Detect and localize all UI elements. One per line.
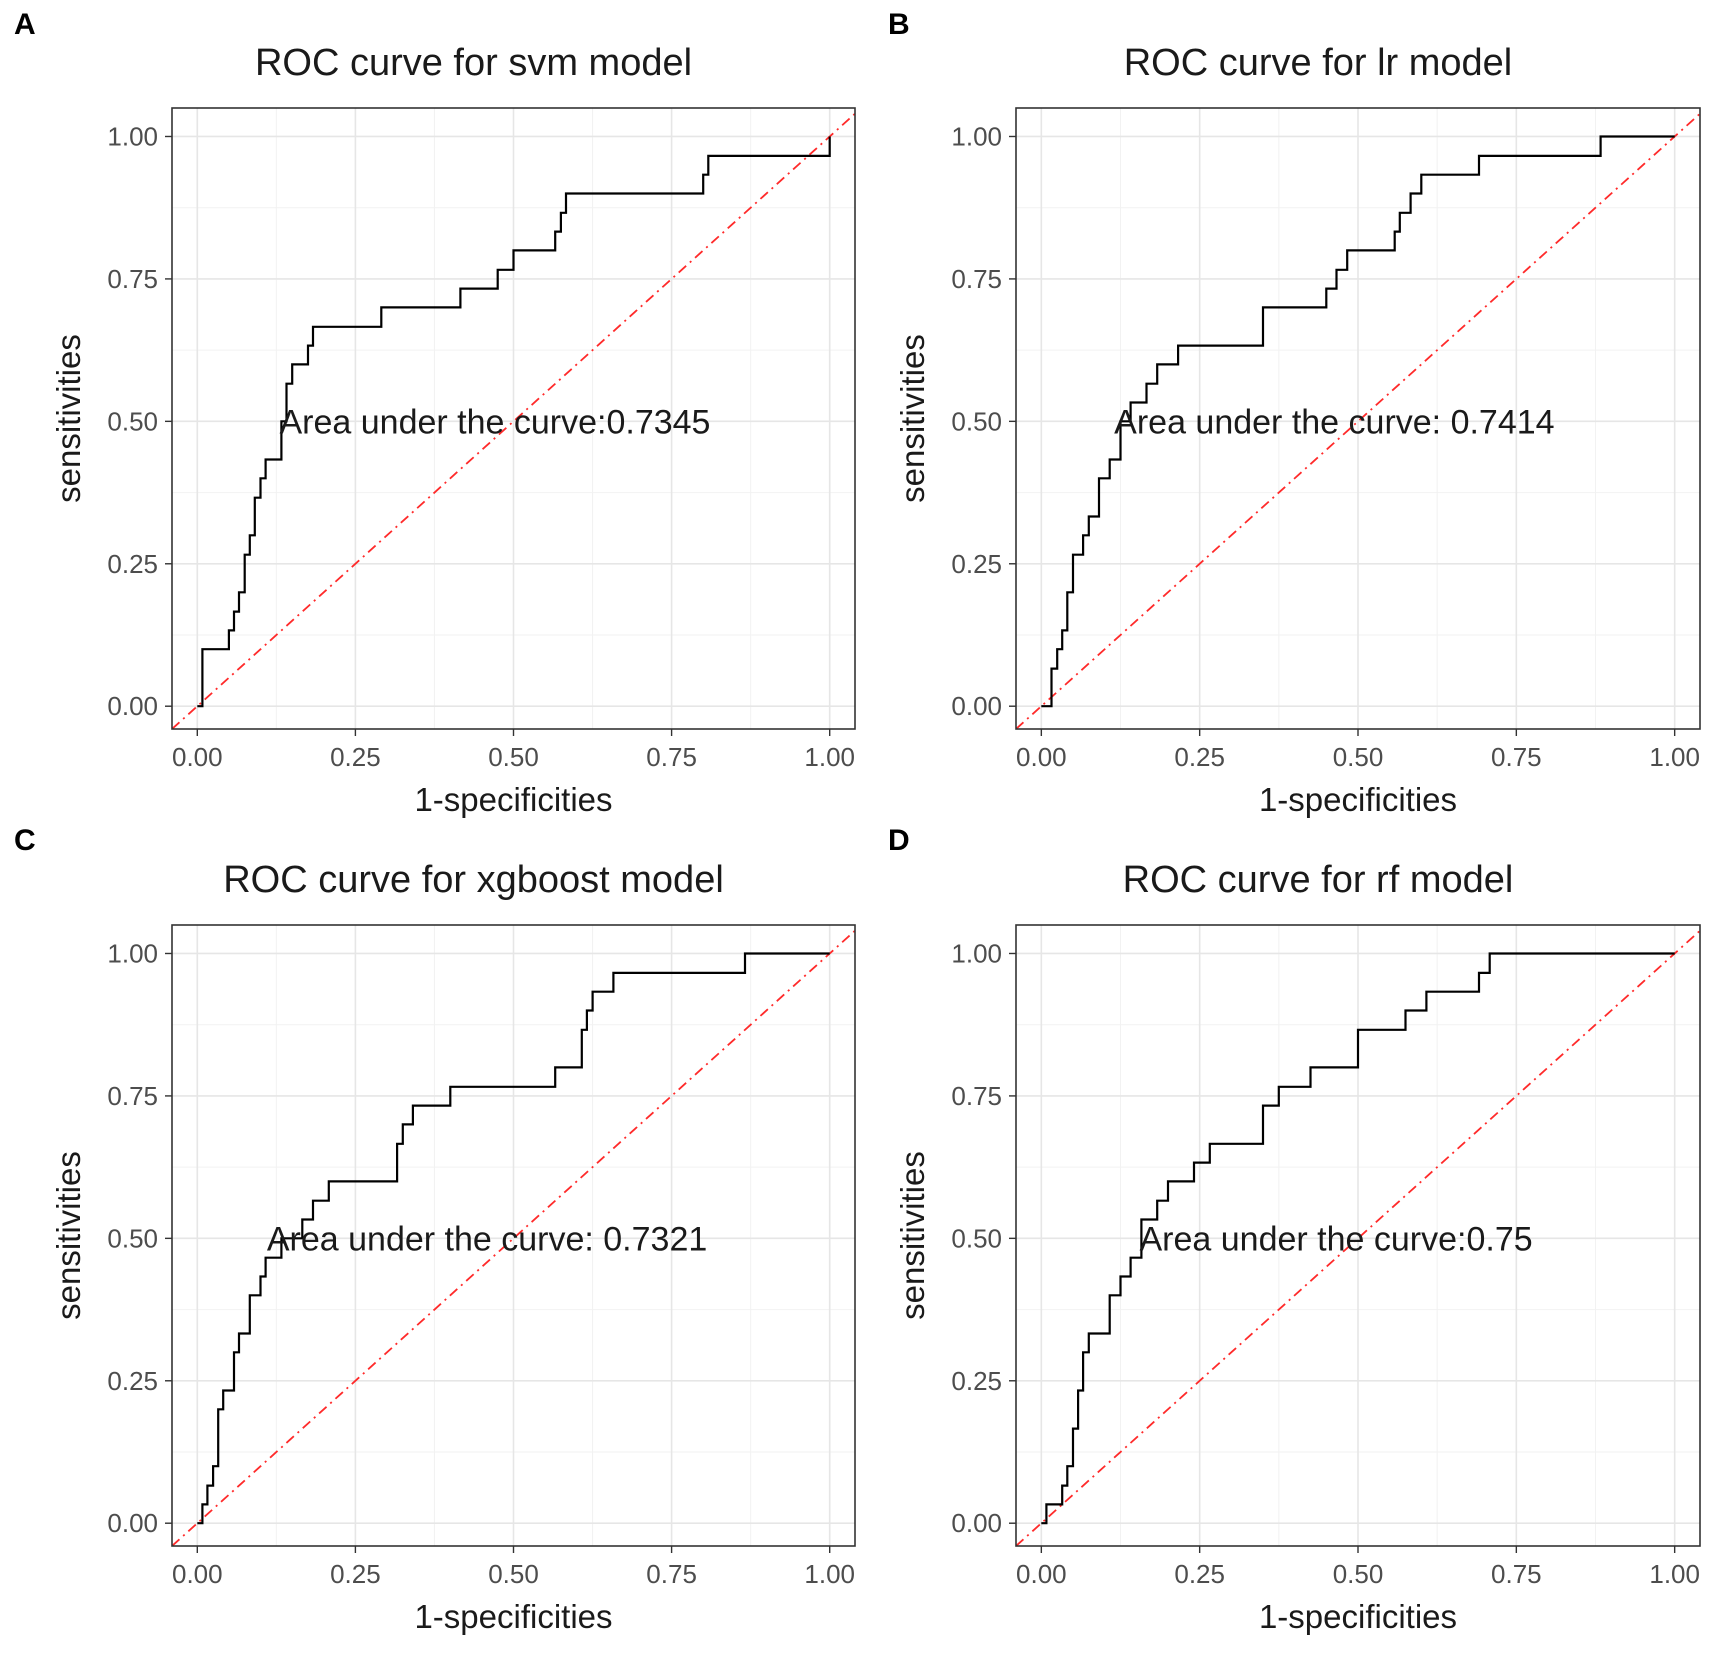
y-axis-title: sensitivities <box>50 1151 87 1320</box>
x-tick-label: 0.50 <box>1333 742 1384 772</box>
roc-panel-d: 0.00 0.25 0.50 0.75 1.00 0.00 0.25 0.50 0.75 1.00… <box>888 824 1701 1635</box>
y-tick-label: 0.25 <box>951 1366 1002 1396</box>
x-tick-label: 0.25 <box>330 1559 381 1589</box>
auc-annotation: Area under the curve: 0.7321 <box>267 1220 707 1258</box>
x-tick-label: 0.75 <box>1491 1559 1542 1589</box>
x-tick-label: 1.00 <box>1649 1559 1700 1589</box>
y-tick-label: 0.50 <box>107 406 158 436</box>
x-axis-title: 1-specificities <box>1259 781 1457 818</box>
y-tick-label: 0.50 <box>951 406 1002 436</box>
roc-panel-a: 0.00 0.25 0.50 0.75 1.00 0.00 0.25 0.50 0.75 1.00… <box>14 8 856 818</box>
chart-title: ROC curve for xgboost model <box>223 859 724 901</box>
x-tick-label: 0.00 <box>172 1559 223 1589</box>
x-tick-label: 0.25 <box>1174 742 1225 772</box>
y-tick-label: 0.50 <box>951 1223 1002 1253</box>
y-tick-label: 0.75 <box>951 1081 1002 1111</box>
x-tick-label: 0.00 <box>1016 1559 1067 1589</box>
y-tick-label: 1.00 <box>951 121 1002 151</box>
y-tick-label: 0.50 <box>107 1223 158 1253</box>
x-tick-label: 0.75 <box>646 1559 697 1589</box>
y-tick-label: 0.00 <box>951 691 1002 721</box>
auc-annotation: Area under the curve:0.75 <box>1140 1220 1533 1258</box>
y-tick-label: 0.75 <box>951 264 1002 294</box>
x-tick-label: 1.00 <box>804 1559 855 1589</box>
y-tick-label: 0.00 <box>107 1508 158 1538</box>
x-tick-label: 1.00 <box>804 742 855 772</box>
roc-panel-b: 0.00 0.25 0.50 0.75 1.00 0.00 0.25 0.50 0.75 1.00… <box>888 8 1701 818</box>
y-axis-title: sensitivities <box>894 1151 931 1320</box>
panel-letter: A <box>14 8 36 41</box>
x-tick-label: 0.00 <box>172 742 223 772</box>
x-tick-label: 0.75 <box>646 742 697 772</box>
y-tick-label: 0.75 <box>107 264 158 294</box>
y-tick-label: 1.00 <box>107 121 158 151</box>
chart-title: ROC curve for lr model <box>1124 42 1513 84</box>
y-tick-label: 0.25 <box>951 549 1002 579</box>
x-tick-label: 0.50 <box>1333 1559 1384 1589</box>
x-tick-label: 0.75 <box>1491 742 1542 772</box>
x-axis-title: 1-specificities <box>414 1598 612 1635</box>
roc-curve-line <box>197 952 830 1525</box>
roc-curve-line <box>1041 952 1675 1525</box>
y-tick-label: 0.25 <box>107 549 158 579</box>
y-tick-label: 0.25 <box>107 1366 158 1396</box>
x-tick-label: 0.50 <box>488 1559 539 1589</box>
x-axis-title: 1-specificities <box>1259 1598 1457 1635</box>
auc-annotation: Area under the curve: 0.7414 <box>1114 403 1554 441</box>
x-tick-label: 1.00 <box>1649 742 1700 772</box>
x-axis-title: 1-specificities <box>414 781 612 818</box>
roc-curve-line <box>197 136 831 708</box>
chart-title: ROC curve for rf model <box>1123 859 1514 901</box>
x-tick-label: 0.50 <box>488 742 539 772</box>
roc-panel-c: 0.00 0.25 0.50 0.75 1.00 0.00 0.25 0.50 0.75 1.00… <box>14 824 856 1635</box>
y-tick-label: 1.00 <box>951 938 1002 968</box>
y-axis-title: sensitivities <box>50 334 87 503</box>
chart-title: ROC curve for svm model <box>255 42 692 84</box>
y-tick-label: 0.00 <box>951 1508 1002 1538</box>
x-tick-label: 0.00 <box>1016 742 1067 772</box>
auc-annotation: Area under the curve:0.7345 <box>280 403 711 441</box>
y-axis-title: sensitivities <box>894 334 931 503</box>
panel-letter: B <box>888 8 910 41</box>
panel-letter: C <box>14 824 36 857</box>
x-tick-label: 0.25 <box>330 742 381 772</box>
y-tick-label: 1.00 <box>107 938 158 968</box>
x-tick-label: 0.25 <box>1174 1559 1225 1589</box>
y-tick-label: 0.00 <box>107 691 158 721</box>
roc-curve-line <box>1041 135 1675 708</box>
y-tick-label: 0.75 <box>107 1081 158 1111</box>
panel-letter: D <box>888 824 910 857</box>
